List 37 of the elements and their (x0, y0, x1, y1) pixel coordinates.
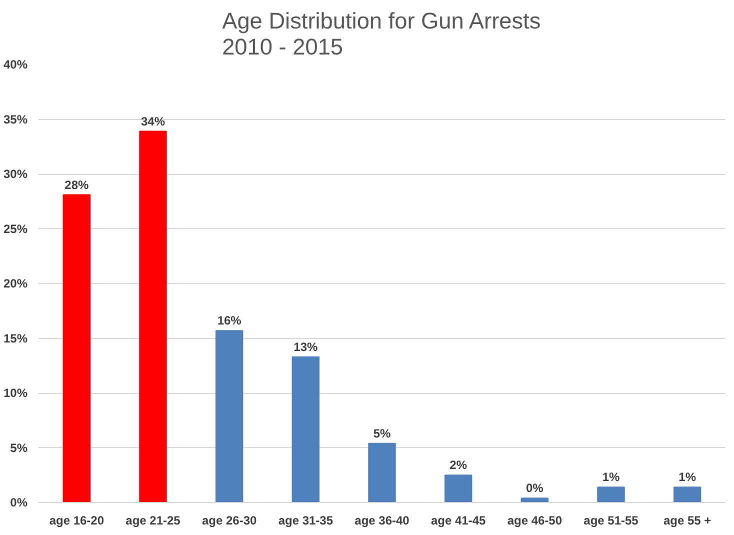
y-tick-label: 35% (3, 112, 28, 126)
y-tick-label: 25% (3, 222, 28, 236)
bar (597, 486, 625, 502)
data-label: 28% (64, 178, 90, 192)
data-label: 2% (450, 458, 468, 472)
x-tick-label: age 21-25 (126, 514, 181, 528)
x-tick-label: age 55 + (663, 514, 712, 528)
bar (62, 194, 91, 502)
y-tick-label: 40% (3, 58, 28, 72)
bar (139, 130, 167, 502)
data-label: 16% (217, 314, 242, 328)
bar (673, 486, 702, 502)
chart-title: Age Distribution for Gun Arrests 2010 - 2015 (222, 8, 541, 60)
x-tick-label: age 46-50 (507, 514, 562, 528)
data-label: 13% (294, 340, 318, 354)
y-tick-label: 15% (3, 331, 28, 346)
bar (292, 356, 320, 502)
data-label: 0% (526, 481, 544, 496)
x-tick-label: age 41-45 (430, 514, 486, 528)
bar (215, 330, 244, 502)
bar (444, 474, 472, 502)
bar (368, 442, 396, 502)
y-tick-label: 20% (3, 276, 28, 290)
bar (520, 498, 549, 502)
data-label: 1% (678, 470, 696, 484)
x-tick-label: age 51-55 (584, 514, 639, 528)
y-tick-label: 5% (10, 440, 28, 455)
x-tick-label: age 16-20 (49, 514, 104, 528)
y-tick-label: 10% (3, 386, 28, 400)
x-tick-label: age 26-30 (202, 514, 258, 528)
data-label: 5% (373, 426, 391, 440)
x-tick-label: age 36-40 (354, 514, 410, 528)
y-tick-label: 30% (3, 167, 28, 181)
y-tick-label: 0% (10, 496, 28, 510)
data-label: 34% (140, 114, 166, 128)
data-label: 1% (602, 470, 620, 484)
x-tick-label: age 31-35 (278, 514, 334, 528)
